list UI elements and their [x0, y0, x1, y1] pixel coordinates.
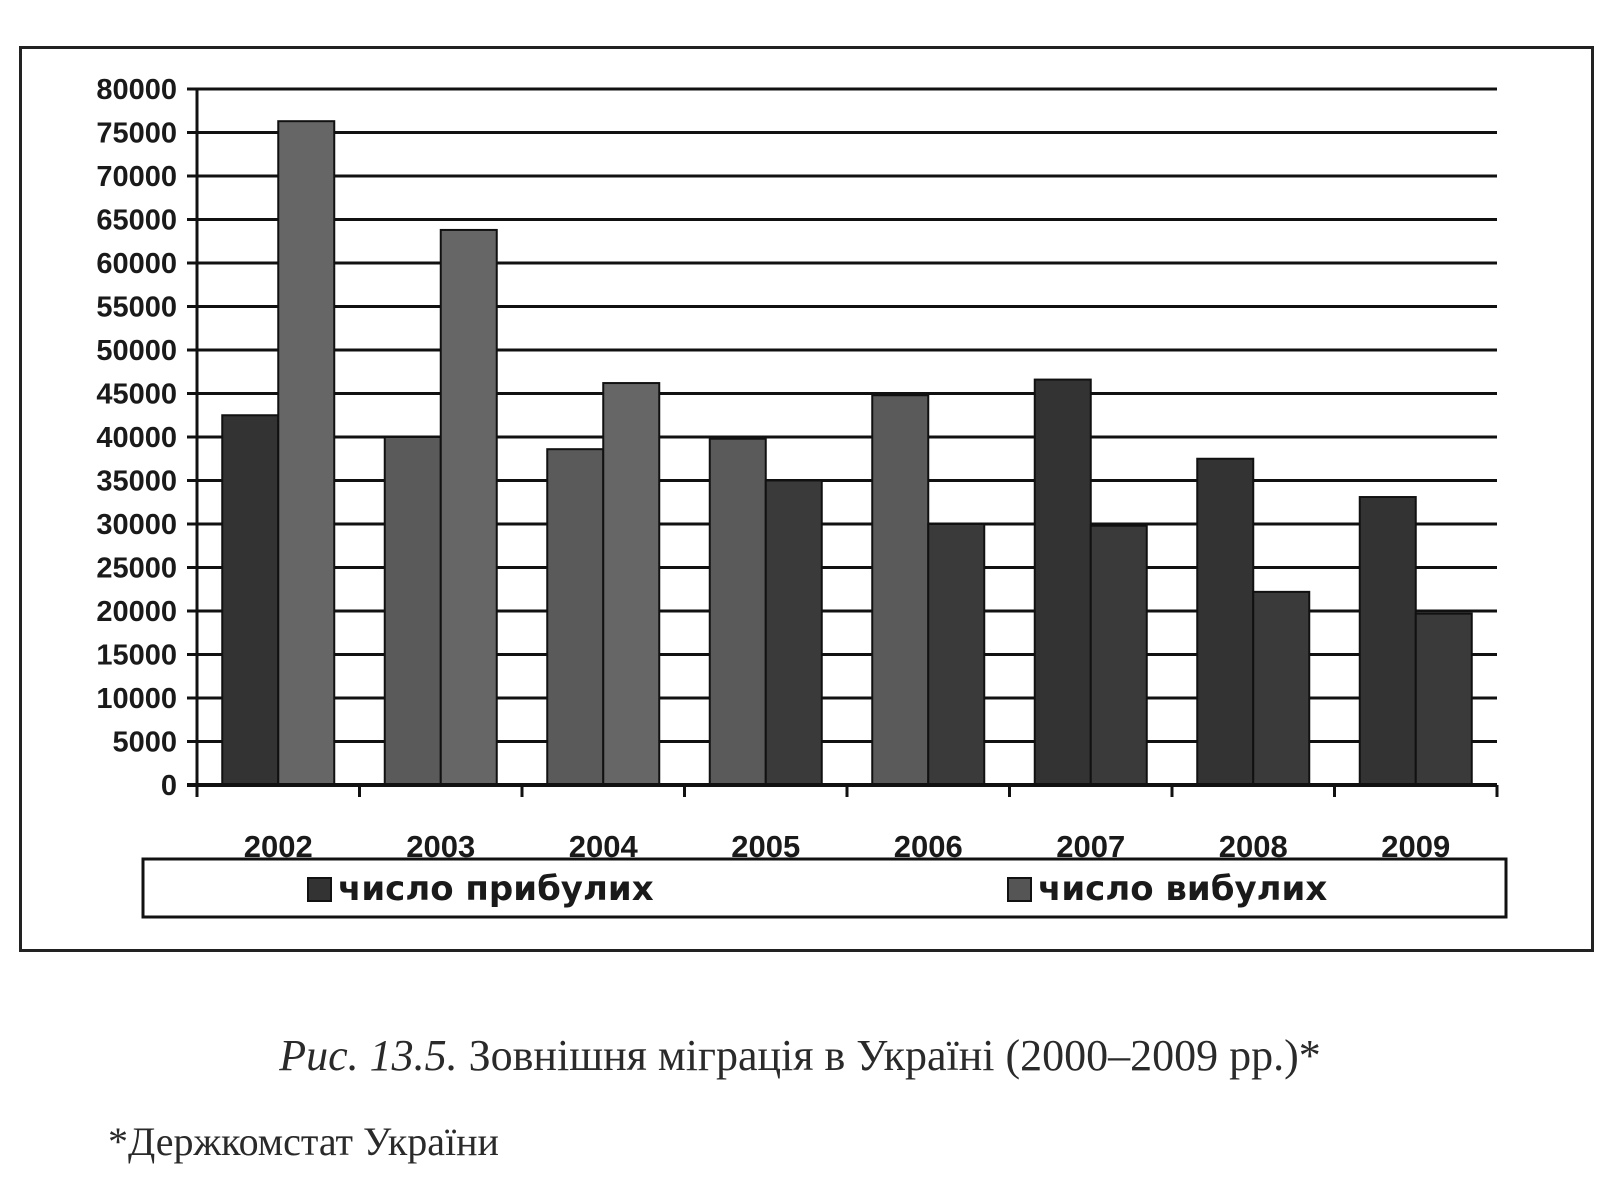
bar-departures-2006 [927, 523, 986, 786]
figure-number: Рис. 13.5. [279, 1031, 458, 1080]
bar-arrivals-2003 [383, 436, 442, 786]
bar-arrivals-2005 [708, 437, 767, 786]
bar-departures-2009 [1414, 612, 1473, 786]
legend-box [141, 857, 1508, 919]
legend-label-arrivals: число прибулих [338, 869, 654, 909]
y-tick-label: 30000 [96, 509, 177, 541]
bar-departures-2005 [764, 479, 823, 786]
legend-swatch-departures [1007, 877, 1032, 902]
y-tick-label: 25000 [96, 553, 177, 585]
source-note: *Держкомстат України [108, 1119, 499, 1164]
bar-departures-2008 [1252, 590, 1311, 786]
legend-label-departures: число вибулих [1038, 869, 1327, 909]
bar-departures-2002 [277, 120, 336, 786]
bar-departures-2004 [602, 382, 661, 786]
chart-frame: 0 5000 10000 15000 20000 25000 30000 35000 40000… [19, 46, 1594, 952]
figure-caption: Рис. 13.5. Зовнішня міграція в Україні (… [0, 1030, 1600, 1081]
y-tick-label: 40000 [96, 422, 177, 454]
bar-arrivals-2004 [546, 448, 605, 786]
bar-arrivals-2007 [1033, 378, 1092, 786]
bars [221, 120, 1473, 786]
y-tick-label: 15000 [96, 640, 177, 672]
y-tick-label: 20000 [96, 596, 177, 628]
bar-departures-2003 [439, 228, 498, 786]
y-tick-label: 80000 [96, 74, 177, 106]
y-tick-label: 35000 [96, 466, 177, 498]
y-tick-label: 70000 [96, 161, 177, 193]
y-tick-label: 50000 [96, 335, 177, 367]
bar-arrivals-2006 [871, 394, 930, 786]
bar-arrivals-2008 [1196, 457, 1255, 786]
y-axis: 0 5000 10000 15000 20000 25000 30000 35000 40000… [96, 74, 177, 802]
y-tick-label: 55000 [96, 292, 177, 324]
x-axis [187, 89, 1499, 797]
y-tick-label: 65000 [96, 205, 177, 237]
figure-title: Зовнішня міграція в Україні (2000–2009 р… [457, 1031, 1321, 1080]
y-tick-label: 5000 [112, 727, 177, 759]
bar-arrivals-2009 [1358, 496, 1417, 786]
legend-swatch-arrivals [307, 877, 332, 902]
legend: число прибулих число вибулих [141, 857, 1508, 919]
y-tick-label: 10000 [96, 683, 177, 715]
bar-arrivals-2002 [221, 414, 280, 786]
y-tick-label: 45000 [96, 379, 177, 411]
y-tick-label: 75000 [96, 118, 177, 150]
bar-departures-2007 [1089, 524, 1148, 786]
y-tick-label: 0 [161, 770, 177, 802]
y-tick-label: 60000 [96, 248, 177, 280]
bar-chart: 0 5000 10000 15000 20000 25000 30000 35000 40000… [96, 74, 1508, 919]
